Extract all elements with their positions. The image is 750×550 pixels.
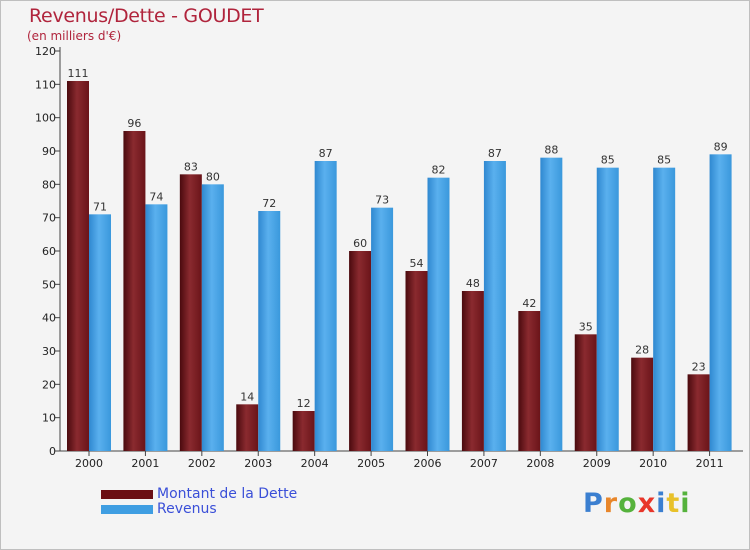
bar-revenue: [145, 204, 168, 451]
bar-revenue: [483, 161, 506, 451]
data-label-revenue: 88: [544, 144, 558, 157]
bar-revenue: [371, 207, 394, 451]
data-label-revenue: 87: [319, 147, 333, 160]
x-tick-label: 2010: [639, 457, 667, 470]
data-label-debt: 48: [466, 277, 480, 290]
bar-revenue: [427, 177, 450, 451]
bar-debt: [292, 411, 315, 451]
x-tick-label: 2011: [696, 457, 724, 470]
x-tick-label: 2005: [357, 457, 385, 470]
data-label-revenue: 82: [432, 164, 446, 177]
data-label-revenue: 73: [375, 194, 389, 207]
bar-debt: [687, 374, 710, 451]
logo-letter: x: [637, 488, 657, 519]
bars: [67, 81, 732, 452]
data-label-debt: 14: [240, 390, 254, 403]
x-tick-label: 2009: [583, 457, 611, 470]
bar-revenue: [314, 161, 337, 451]
y-tick-label: 10: [42, 412, 56, 425]
data-label-debt: 60: [353, 237, 367, 250]
data-label-debt: 111: [68, 67, 89, 80]
y-tick-label: 110: [35, 78, 56, 91]
bar-debt: [236, 404, 259, 451]
data-label-revenue: 85: [601, 154, 615, 167]
bar-revenue: [540, 157, 563, 451]
bar-debt: [631, 357, 654, 451]
data-label-debt: 42: [522, 297, 536, 310]
legend-label-debt: Montant de la Dette: [157, 486, 298, 502]
x-tick-label: 2002: [188, 457, 216, 470]
y-tick-label: 80: [42, 178, 56, 191]
y-tick-label: 40: [42, 312, 56, 325]
data-label-revenue: 89: [714, 140, 728, 153]
legend-swatch-revenue: [101, 505, 153, 514]
data-label-revenue: 87: [488, 147, 502, 160]
bar-revenue: [89, 214, 111, 451]
logo-letter: i: [680, 488, 691, 519]
bar-revenue: [709, 154, 732, 452]
x-tick-label: 2006: [414, 457, 442, 470]
bar-debt: [405, 271, 428, 451]
logo-letter: t: [666, 488, 681, 519]
bar-debt: [67, 81, 89, 451]
bar-revenue: [258, 211, 281, 451]
y-tick-label: 50: [42, 278, 56, 291]
bar-revenue: [596, 167, 619, 451]
data-label-debt: 54: [410, 257, 424, 270]
logo-letter: i: [656, 488, 667, 519]
data-label-debt: 12: [297, 397, 311, 410]
bar-debt: [461, 291, 484, 451]
data-label-revenue: 85: [657, 154, 671, 167]
x-tick-label: 2004: [301, 457, 329, 470]
chart-title: Revenus/Dette - GOUDET: [29, 5, 264, 27]
data-label-debt: 83: [184, 160, 198, 173]
chart-subtitle: (en milliers d'€): [27, 29, 122, 43]
y-tick-label: 20: [42, 378, 56, 391]
data-label-revenue: 80: [206, 170, 220, 183]
logo-letter: r: [603, 488, 619, 519]
data-label-revenue: 71: [93, 200, 107, 213]
y-tick-label: 90: [42, 145, 56, 158]
data-label-revenue: 74: [149, 190, 163, 203]
bar-revenue: [201, 184, 224, 452]
logo-letter: o: [618, 488, 638, 519]
bar-debt: [123, 131, 146, 451]
x-tick-label: 2003: [244, 457, 272, 470]
logo-letter: P: [583, 488, 604, 519]
data-label-debt: 35: [579, 320, 593, 333]
y-tick-label: 70: [42, 212, 56, 225]
axes: 0 10 20 30 40 50 60 70 80 90 100 110 120 2000 2001 2002…: [35, 45, 743, 470]
x-tick-label: 2001: [131, 457, 159, 470]
x-tick-label: 2007: [470, 457, 498, 470]
x-tick-label: 2000: [75, 457, 103, 470]
bar-debt: [179, 174, 202, 452]
bar-revenue: [653, 167, 676, 451]
y-tick-label: 0: [49, 445, 56, 458]
y-tick-label: 30: [42, 345, 56, 358]
proxiti-logo: Proxiti: [583, 488, 691, 519]
data-label-debt: 28: [635, 344, 649, 357]
legend-swatch-debt: [101, 490, 153, 499]
y-tick-label: 60: [42, 245, 56, 258]
bar-debt: [574, 334, 597, 451]
data-label-revenue: 72: [262, 197, 276, 210]
y-tick-label: 100: [35, 112, 56, 125]
legend-label-revenue: Revenus: [157, 501, 217, 517]
y-tick-label: 120: [35, 45, 56, 58]
x-tick-label: 2008: [526, 457, 554, 470]
data-label-debt: 23: [692, 360, 706, 373]
bar-debt: [349, 251, 372, 451]
data-labels: 111 71 96 74 83 80 14 72 12 87 60 73 54 82 48 87 42 88 35 8…: [68, 67, 728, 410]
bar-debt: [518, 311, 541, 451]
data-label-debt: 96: [127, 117, 141, 130]
